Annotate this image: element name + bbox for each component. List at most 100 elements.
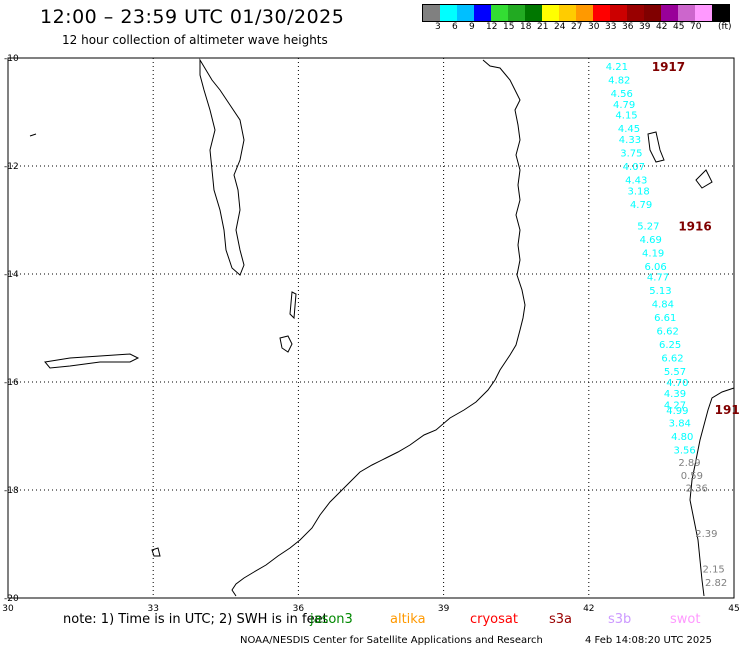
legend-label: 6 (452, 22, 458, 32)
wave-height-value: 4.07 (623, 162, 645, 173)
wave-height-value: 4.56 (611, 89, 633, 100)
wave-height-value: 4.70 (666, 378, 688, 389)
map-frame (7, 57, 735, 599)
wave-height-value: 6.61 (654, 313, 676, 324)
wave-height-value: 4.79 (613, 100, 635, 111)
legend-swatch (678, 5, 695, 21)
satellite-cryosat: cryosat (470, 612, 518, 627)
legend-swatch (712, 5, 729, 21)
wave-height-value: 3.56 (674, 446, 696, 457)
wave-height-value: 2.15 (703, 564, 725, 575)
credit-line: NOAA/NESDIS Center for Satellite Applica… (240, 635, 543, 646)
legend-swatch (576, 5, 593, 21)
color-legend-labels: 3 6 9 12 15 18 21 24 27 30 33 36 39 42 45 70 (ft) (422, 22, 740, 34)
storm-track-label: 1917 (652, 60, 685, 74)
coastline (29, 58, 735, 597)
legend-label: 9 (469, 22, 475, 32)
legend-swatch (661, 5, 678, 21)
wave-height-value: 4.43 (625, 176, 647, 187)
page-title: 12:00 – 23:59 UTC 01/30/2025 (40, 6, 345, 28)
lat-tick-label: -14 (4, 270, 19, 280)
legend-label: 33 (605, 22, 617, 32)
wave-height-value: 4.69 (640, 235, 662, 246)
wave-height-value: 4.45 (618, 124, 640, 135)
legend-label: 18 (520, 22, 532, 32)
satellite-altika: altika (390, 612, 426, 627)
legend-unit: (ft) (718, 22, 732, 32)
wave-height-value: 4.84 (652, 300, 674, 311)
wave-height-value: 4.19 (642, 248, 664, 259)
wave-height-value: 4.21 (606, 62, 628, 73)
lon-tick-label: 45 (728, 604, 739, 614)
lat-tick-label: -12 (4, 162, 19, 172)
legend-swatch (559, 5, 576, 21)
legend-swatch (695, 5, 712, 21)
legend-swatch (593, 5, 610, 21)
lon-tick-label: 39 (438, 604, 450, 614)
wave-height-value: 4.77 (647, 273, 669, 284)
legend-swatch (457, 5, 474, 21)
satellite-swot: swot (670, 612, 701, 627)
lat-tick-label: -10 (4, 54, 19, 64)
wave-height-value: 2.39 (695, 529, 717, 540)
wave-height-value: 6.25 (659, 340, 681, 351)
wave-height-observations: 4.214.824.564.794.154.454.333.754.074.43… (606, 62, 727, 589)
storm-track-label: 1915 (715, 403, 740, 417)
legend-label: 24 (554, 22, 566, 32)
footer-note: note: 1) Time is in UTC; 2) SWH is in fe… (63, 612, 328, 627)
wave-height-value: 2.82 (705, 578, 727, 589)
wave-height-value: 4.82 (608, 76, 630, 87)
storm-track-label: 1916 (678, 219, 711, 233)
wave-height-value: 3.84 (669, 419, 691, 430)
page-subtitle: 12 hour collection of altimeter wave hei… (62, 33, 328, 47)
wave-height-value: 6.06 (644, 262, 666, 273)
wave-height-value: 4.39 (664, 389, 686, 400)
legend-swatch (525, 5, 542, 21)
wave-height-value: 6.62 (657, 327, 679, 338)
legend-label: 70 (690, 22, 702, 32)
legend-label: 21 (537, 22, 549, 32)
legend-swatch (610, 5, 627, 21)
wave-height-value: 5.13 (649, 286, 671, 297)
lon-tick-label: 30 (2, 604, 14, 614)
wave-height-value: 6.62 (661, 354, 683, 365)
legend-swatch (474, 5, 491, 21)
wave-height-value: 2.36 (686, 483, 708, 494)
legend-label: 3 (435, 22, 441, 32)
wave-height-value: 5.27 (637, 221, 659, 232)
legend-label: 42 (656, 22, 668, 32)
lat-tick-label: -20 (4, 594, 19, 604)
legend-swatch (508, 5, 525, 21)
lon-tick-label: 36 (293, 604, 305, 614)
lon-tick-label: 33 (147, 604, 158, 614)
legend-label: 36 (622, 22, 634, 32)
wave-height-value: 2.89 (678, 458, 700, 469)
wave-height-value: 4.99 (666, 406, 688, 417)
satellite-jason3: jason3 (310, 612, 353, 627)
legend-label: 30 (588, 22, 600, 32)
wave-height-value: 4.27 (664, 401, 686, 412)
wave-height-value: 3.75 (620, 149, 642, 160)
axis-ticks: 30 33 36 39 42 45 -10 -12 -14 -16 -18 -20 (2, 54, 739, 614)
wave-height-value: 5.57 (664, 367, 686, 378)
wave-height-value: 4.79 (630, 200, 652, 211)
wave-height-value: 4.15 (615, 111, 637, 122)
lon-tick-label: 42 (583, 604, 594, 614)
wave-height-value: 3.18 (628, 186, 650, 197)
wave-height-value: 4.80 (671, 432, 693, 443)
legend-swatch (644, 5, 661, 21)
legend-swatch (491, 5, 508, 21)
legend-label: 12 (486, 22, 498, 32)
legend-label: 45 (673, 22, 685, 32)
lat-tick-label: -16 (4, 378, 19, 388)
legend-label: 39 (639, 22, 651, 32)
legend-swatch (423, 5, 440, 21)
legend-label: 27 (571, 22, 583, 32)
storm-labels: 1917 1916 1915 (652, 60, 740, 417)
lat-tick-label: -18 (4, 486, 19, 496)
generation-timestamp: 4 Feb 14:08:20 UTC 2025 (585, 635, 712, 646)
satellite-s3a: s3a (549, 612, 573, 627)
wave-height-value: 0.59 (681, 471, 703, 482)
legend-label: 15 (503, 22, 515, 32)
